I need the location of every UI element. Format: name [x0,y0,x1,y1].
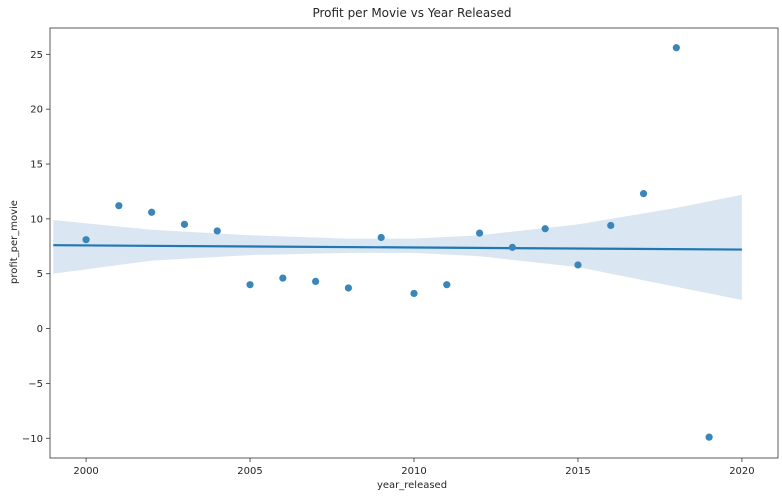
data-point [574,261,582,269]
y-tick-label: 10 [30,214,43,225]
data-point [344,284,353,292]
y-tick-label: −5 [28,379,43,390]
data-point [541,225,549,233]
y-axis-label: profit_per_movie [9,200,20,284]
y-axis-ticks: −10 −5 0 5 10 15 20 25 [22,50,50,445]
data-point [607,221,615,230]
chart-title: Profit per Movie vs Year Released [312,6,511,20]
x-tick-label: 2010 [401,466,426,477]
data-point [148,208,156,216]
data-point [180,220,189,228]
plot-area [49,27,779,459]
data-point [213,227,221,235]
data-point [115,202,123,210]
y-tick-label: 0 [37,324,43,335]
data-point [246,281,254,289]
data-point [672,44,680,52]
y-tick-label: 25 [30,50,43,61]
data-point [377,233,385,242]
y-tick-label: −10 [22,434,43,445]
data-point [639,190,648,198]
x-axis-label: year_released [377,480,447,491]
x-tick-label: 2000 [73,466,98,477]
x-tick-label: 2020 [729,466,754,477]
data-point [279,274,287,282]
y-tick-label: 5 [37,269,43,280]
x-axis-ticks: 2000 2005 2010 2015 2020 [73,458,755,477]
data-point [443,281,451,289]
x-tick-label: 2015 [565,466,590,477]
data-point [410,289,418,298]
data-point [508,243,516,251]
data-point [312,277,320,285]
y-tick-label: 20 [30,105,43,116]
data-point [705,433,713,441]
data-points [82,44,713,441]
data-point [475,229,484,237]
x-tick-label: 2005 [237,466,262,477]
y-tick-label: 15 [30,160,43,171]
regression-line [53,244,742,251]
data-point [82,236,90,244]
